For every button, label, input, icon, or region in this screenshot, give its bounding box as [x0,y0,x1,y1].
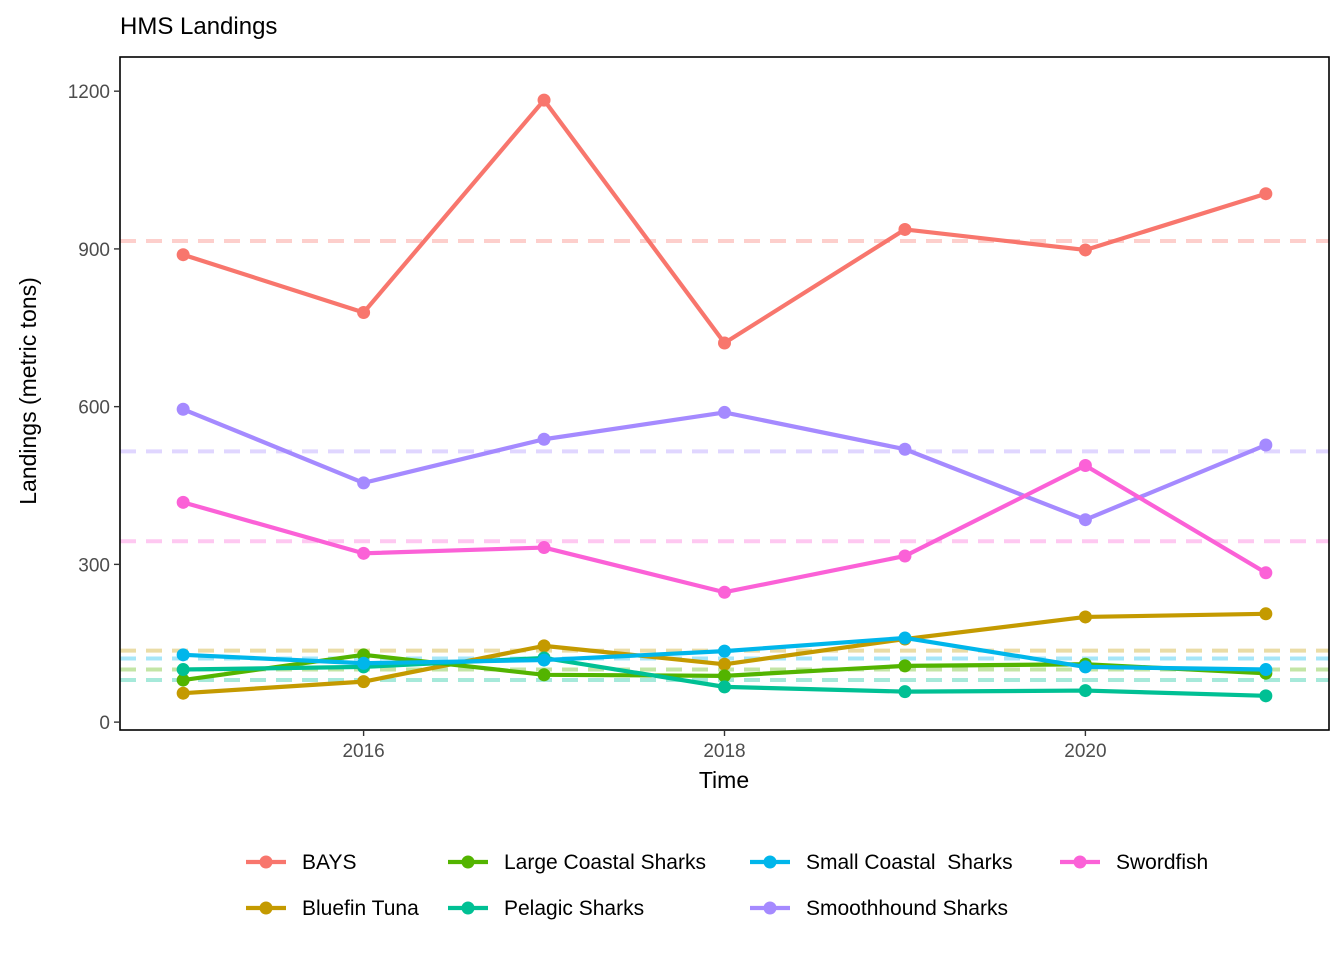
data-point [1078,660,1092,674]
data-point [537,668,551,682]
data-point [718,680,731,694]
legend-label: Swordfish [1116,851,1208,874]
y-tick-label: 0 [99,713,110,734]
data-point [1259,663,1273,677]
plot-border [119,56,1330,731]
legend-label: Pelagic Sharks [504,897,644,920]
series-group [176,93,1273,350]
y-tick-label: 900 [78,240,110,261]
data-point [718,336,731,350]
plot-area [120,93,1329,703]
data-point [537,93,551,107]
data-point [718,644,731,658]
data-point [898,685,912,699]
data-point [176,673,190,687]
series-line [181,407,1268,522]
data-point [1259,566,1273,580]
legend-label: Smoothhound Sharks [806,897,1008,920]
y-tick-label: 1200 [68,82,110,103]
data-point [1259,689,1273,703]
data-point [357,546,371,560]
data-point [357,656,371,670]
data-point [1078,459,1092,473]
data-point [718,657,731,671]
legend-label: Small Coastal Sharks [806,851,1013,874]
legend-label: Large Coastal Sharks [504,851,706,874]
legend-item: Swordfish [1060,851,1208,874]
data-point [176,663,190,677]
data-point [898,549,912,563]
data-point [718,585,731,599]
x-axis-title: Time [699,767,749,793]
data-point [898,442,912,456]
legend-key-point [763,855,777,869]
data-point [537,639,551,653]
data-point [718,405,731,419]
series-group [176,459,1273,599]
series-line [181,98,1268,346]
legend-key-point [259,855,273,869]
series-group [176,402,1273,527]
data-point [357,306,371,320]
y-tick-label: 600 [78,398,110,419]
data-point [537,432,551,446]
chart-title: HMS Landings [120,13,277,40]
series-group [176,631,1273,677]
legend-label: BAYS [302,851,356,874]
data-point [537,541,551,555]
legend-item: Small Coastal Sharks [750,851,1013,874]
axes: 0 300 600 900 1200 2016 2018 2020 [68,56,1330,762]
series-line [181,463,1268,595]
data-point [1259,607,1273,621]
legend-label: Bluefin Tuna [302,897,419,920]
data-point [1259,187,1273,201]
data-point [1078,243,1092,257]
legend-key-point [461,855,475,869]
data-point [898,659,912,673]
data-point [1078,610,1092,624]
legend: BAYS Bluefin Tuna Large Coastal Sharks Pela… [246,851,1208,920]
legend-key-point [259,901,273,915]
data-point [357,675,371,689]
data-point [176,248,190,262]
data-point [898,631,912,645]
legend-key-point [763,901,777,915]
legend-key-point [461,901,475,915]
data-point [537,653,551,667]
data-point [1078,513,1092,527]
data-point [176,686,190,700]
legend-item: Pelagic Sharks [448,897,644,920]
data-point [1259,438,1273,452]
data-point [176,402,190,416]
legend-item: Large Coastal Sharks [448,851,706,874]
x-tick-label: 2020 [1064,741,1106,762]
data-point [1078,684,1092,698]
data-point [176,495,190,509]
y-tick-label: 300 [78,555,110,576]
data-point [357,476,371,490]
data-point [176,648,190,662]
x-tick-label: 2016 [342,741,384,762]
legend-key-point [1073,855,1087,869]
data-point [718,669,731,683]
legend-item: BAYS [246,851,356,874]
x-tick-label: 2018 [703,741,745,762]
legend-item: Smoothhound Sharks [750,897,1008,920]
data-point [898,222,912,236]
y-axis-title: Landings (metric tons) [15,277,41,505]
legend-item: Bluefin Tuna [246,897,419,920]
